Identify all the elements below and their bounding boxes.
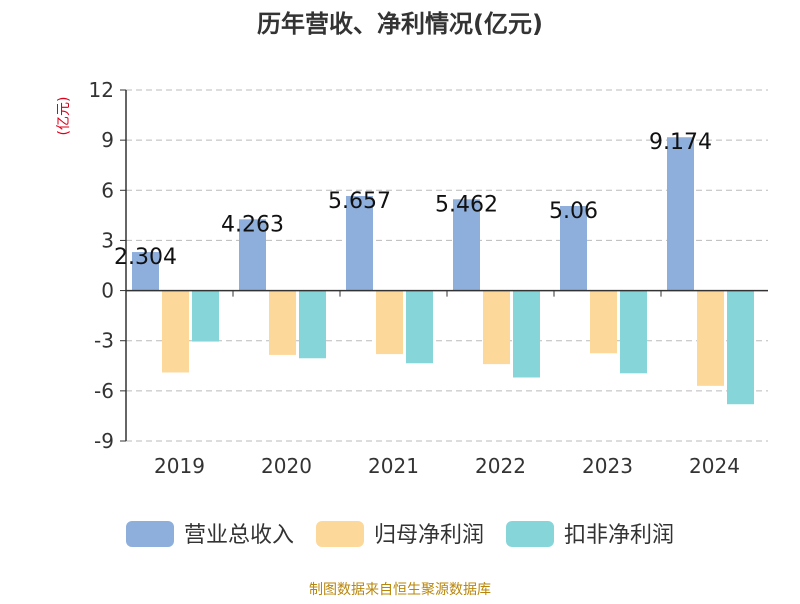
y-tick-label: -6: [94, 379, 114, 403]
x-tick-label: 2020: [261, 454, 312, 478]
bar-3-2023: [620, 290, 647, 374]
x-tick-label: 2024: [689, 454, 740, 478]
bar-1-2022: [453, 199, 480, 291]
source-note: 制图数据来自恒生聚源数据库: [309, 582, 491, 598]
x-tick-label: 2022: [475, 454, 526, 478]
bar-2-2021: [376, 290, 403, 355]
x-tick-label: 2023: [582, 454, 633, 478]
data-label: 4.263: [221, 212, 284, 237]
bar-1-2019: [132, 252, 159, 291]
axes: -9 -6 -3 0 3 6 9 12 2019 2020 2021 2022 2023 2024: [89, 78, 768, 478]
bar-3-2024: [727, 290, 754, 405]
grid-lines: [126, 89, 768, 442]
y-tick-label: 12: [89, 78, 114, 102]
data-label: 2.304: [114, 245, 177, 270]
y-tick-label: -3: [94, 329, 114, 353]
bar-1-2021: [346, 196, 373, 291]
bar-1-2023: [560, 205, 587, 291]
bar-3-2019: [192, 290, 219, 342]
data-label: 5.462: [435, 192, 498, 217]
bars: [132, 137, 754, 405]
data-labels: 2.304 4.263 5.657 5.462 5.06 9.174: [114, 130, 712, 270]
bar-1-2024: [667, 137, 694, 291]
chart-title: 历年营收、净利情况(亿元): [257, 10, 543, 38]
bar-2-2024: [697, 290, 724, 386]
legend-label: 归母净利润: [374, 523, 484, 548]
legend: 营业总收入 归母净利润 扣非净利润: [126, 521, 674, 548]
legend-swatch: [126, 521, 174, 547]
legend-swatch: [506, 521, 554, 547]
y-tick-label: 9: [101, 128, 114, 152]
data-label: 5.06: [549, 199, 598, 224]
legend-label: 营业总收入: [184, 523, 294, 548]
bar-1-2020: [239, 219, 266, 291]
legend-label: 扣非净利润: [564, 523, 674, 548]
bar-2-2022: [483, 290, 510, 365]
x-tick-label: 2021: [368, 454, 419, 478]
legend-swatch: [316, 521, 364, 547]
bar-3-2021: [406, 290, 433, 364]
y-tick-label: -9: [94, 429, 114, 453]
y-tick-label: 0: [101, 279, 114, 303]
y-tick-label: 3: [101, 228, 114, 252]
y-axis-label: (亿元): [56, 97, 72, 136]
x-tick-label: 2019: [154, 454, 205, 478]
data-label: 5.657: [328, 189, 391, 214]
bar-2-2019: [162, 290, 189, 373]
bar-2-2023: [590, 290, 617, 354]
y-tick-label: 6: [101, 178, 114, 202]
bar-2-2020: [269, 290, 296, 355]
data-label: 9.174: [649, 130, 712, 155]
bar-3-2022: [513, 290, 540, 378]
bar-3-2020: [299, 290, 326, 359]
